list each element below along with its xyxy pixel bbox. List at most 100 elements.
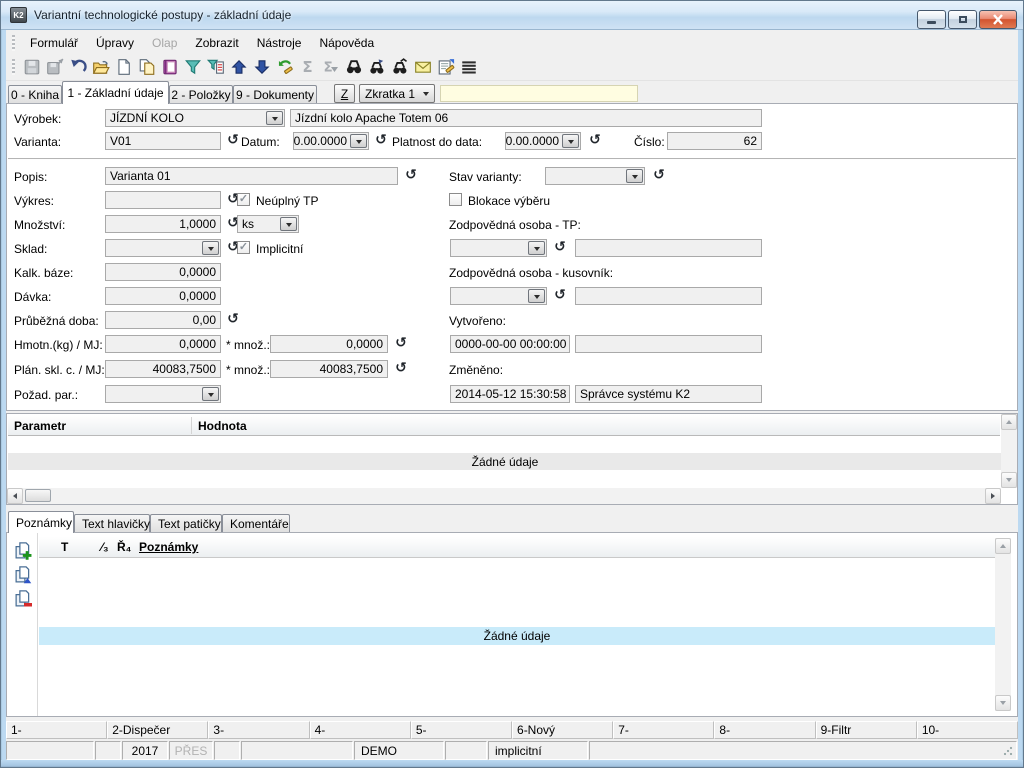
filter-document-icon[interactable]: [205, 57, 226, 78]
history-icon[interactable]: [225, 312, 241, 328]
notes-column-r4[interactable]: Ř₄: [117, 540, 132, 554]
zodpovedna-osoba-tp-field[interactable]: [450, 239, 547, 257]
dropdown-button[interactable]: [528, 241, 545, 255]
quick-search-input[interactable]: [440, 85, 638, 102]
scroll-down-button[interactable]: [1001, 472, 1017, 488]
sklad-field[interactable]: [105, 239, 221, 257]
delete-note-icon[interactable]: [13, 589, 33, 609]
menu-zobrazit[interactable]: Zobrazit: [195, 35, 239, 50]
notes-column-poznamky[interactable]: Poznámky: [139, 540, 199, 554]
menubar-gripper[interactable]: [12, 34, 15, 51]
davka-field[interactable]: 0,0000: [105, 287, 221, 305]
scroll-left-button[interactable]: [7, 488, 23, 504]
fkey-7[interactable]: 7-: [613, 721, 715, 739]
search-next-icon[interactable]: [366, 57, 387, 78]
history-icon[interactable]: [225, 133, 241, 149]
pozad-par-field[interactable]: [105, 385, 221, 403]
history-icon[interactable]: [651, 168, 667, 184]
dropdown-button[interactable]: [350, 134, 367, 148]
move-up-icon[interactable]: [228, 57, 249, 78]
open-icon[interactable]: [90, 57, 111, 78]
history-icon[interactable]: [403, 168, 419, 184]
dropdown-button[interactable]: [280, 217, 297, 231]
history-icon[interactable]: [393, 361, 409, 377]
scroll-down-button[interactable]: [995, 695, 1011, 711]
tab-komentare[interactable]: Komentáře: [222, 514, 290, 533]
column-header-parametr[interactable]: Parametr: [14, 418, 67, 433]
search-advanced-icon[interactable]: [389, 57, 410, 78]
fkey-1[interactable]: 1-: [6, 721, 108, 739]
scroll-up-button[interactable]: [1001, 414, 1017, 430]
notes-vscrollbar[interactable]: [995, 538, 1011, 711]
dropdown-button[interactable]: [562, 134, 579, 148]
notebook-icon[interactable]: [159, 57, 180, 78]
toolbar-gripper[interactable]: [12, 59, 15, 75]
fkey-8[interactable]: 8-: [714, 721, 816, 739]
edit-notes-icon[interactable]: [435, 57, 456, 78]
fkey-4[interactable]: 4-: [309, 721, 411, 739]
filter-icon[interactable]: [182, 57, 203, 78]
title-bar[interactable]: [0, 0, 1024, 30]
tab-text-paticky[interactable]: Text patičky: [150, 514, 222, 533]
dropdown-button[interactable]: [626, 169, 643, 183]
column-header-hodnota[interactable]: Hodnota: [198, 418, 247, 433]
menu-nastroje[interactable]: Nástroje: [256, 35, 302, 50]
tab-kniha[interactable]: 0 - Kniha: [8, 85, 62, 104]
menu-napoveda[interactable]: Nápověda: [319, 35, 375, 50]
platnost-field[interactable]: 0.00.0000: [505, 132, 581, 150]
mail-icon[interactable]: [412, 57, 433, 78]
history-icon[interactable]: [587, 133, 603, 149]
fkey-9[interactable]: 9-Filtr: [815, 721, 917, 739]
close-button[interactable]: [979, 10, 1017, 29]
fkey-10[interactable]: 10-: [916, 721, 1019, 739]
fkey-5[interactable]: 5-: [410, 721, 513, 739]
history-icon[interactable]: [393, 336, 409, 352]
varianta-field[interactable]: V01: [105, 132, 221, 150]
popis-field[interactable]: Varianta 01: [105, 167, 398, 185]
parameter-table-hscrollbar[interactable]: [7, 488, 1001, 504]
shortcut-dropdown[interactable]: Zkratka 1: [359, 84, 435, 103]
restore-button[interactable]: [948, 10, 977, 29]
stav-varianty-field[interactable]: [545, 167, 645, 185]
parameter-table-vscrollbar[interactable]: [1001, 414, 1017, 488]
plan-skl-cena-field[interactable]: 40083,7500: [105, 360, 221, 378]
copy-icon[interactable]: [136, 57, 157, 78]
dropdown-button[interactable]: [528, 289, 545, 303]
tab-zakladni-udaje[interactable]: 1 - Základní údaje: [62, 81, 169, 104]
neuplny-tp-checkbox[interactable]: [237, 193, 250, 206]
vyrobek-field[interactable]: JÍZDNÍ KOLO: [105, 109, 285, 127]
kalk-baze-field[interactable]: 0,0000: [105, 263, 221, 281]
z-button[interactable]: Z: [334, 84, 355, 103]
new-document-icon[interactable]: [113, 57, 134, 78]
menu-lines-icon[interactable]: [458, 57, 479, 78]
search-icon[interactable]: [343, 57, 364, 78]
blokace-vyberu-checkbox[interactable]: [449, 193, 462, 206]
datum-field[interactable]: 0.00.0000: [293, 132, 369, 150]
mnozstvi-field[interactable]: 1,0000: [105, 215, 221, 233]
tab-text-hlavicky[interactable]: Text hlavičky: [74, 514, 150, 533]
notes-column-t[interactable]: T: [61, 540, 69, 554]
vyrobek-name-field[interactable]: Jízdní kolo Apache Totem 06: [290, 109, 762, 127]
scroll-up-button[interactable]: [995, 538, 1011, 554]
dropdown-button[interactable]: [266, 111, 283, 125]
fkey-6[interactable]: 6-Nový: [512, 721, 614, 739]
history-icon[interactable]: [373, 133, 389, 149]
zodpovedna-osoba-kusovnik-field[interactable]: [450, 287, 547, 305]
picture-note-icon[interactable]: [13, 565, 33, 585]
scroll-right-button[interactable]: [985, 488, 1001, 504]
dropdown-button[interactable]: [202, 387, 219, 401]
tab-polozky[interactable]: 2 - Položky: [169, 85, 233, 104]
resize-grip[interactable]: [1003, 746, 1013, 756]
undo-icon[interactable]: [67, 57, 88, 78]
recalculate-icon[interactable]: [274, 57, 295, 78]
prubezna-doba-field[interactable]: 0,00: [105, 311, 221, 329]
move-down-icon[interactable]: [251, 57, 272, 78]
minimize-button[interactable]: [917, 10, 946, 29]
menu-upravy[interactable]: Úpravy: [96, 35, 135, 50]
tab-poznamky[interactable]: Poznámky: [8, 511, 74, 533]
notes-column-slash3[interactable]: ⁄₃: [101, 540, 109, 554]
hmotnost-field[interactable]: 0,0000: [105, 335, 221, 353]
vykres-field[interactable]: [105, 191, 221, 209]
mnozstvi-unit-field[interactable]: ks: [237, 215, 299, 233]
history-icon[interactable]: [552, 288, 568, 304]
